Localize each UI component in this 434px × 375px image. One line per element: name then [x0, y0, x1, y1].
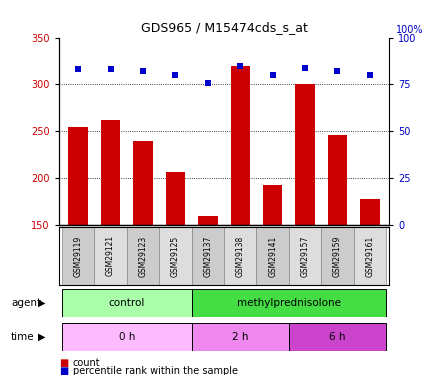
Bar: [321, 227, 353, 285]
Bar: [327, 135, 346, 225]
Title: GDS965 / M15474cds_s_at: GDS965 / M15474cds_s_at: [140, 21, 307, 33]
Text: ▶: ▶: [38, 332, 46, 342]
Bar: [133, 141, 152, 225]
Text: count: count: [72, 358, 100, 368]
Point: [269, 72, 276, 78]
Bar: [353, 227, 385, 285]
Text: GSM29159: GSM29159: [332, 235, 341, 277]
Text: time: time: [11, 332, 34, 342]
Bar: [256, 227, 288, 285]
Bar: [359, 199, 379, 225]
Text: ■: ■: [59, 358, 68, 368]
Point: [365, 72, 372, 78]
Bar: [224, 227, 256, 285]
Text: 2 h: 2 h: [231, 332, 248, 342]
Text: agent: agent: [11, 298, 41, 308]
Bar: [288, 322, 385, 351]
Point: [236, 63, 243, 69]
Bar: [68, 127, 88, 225]
Bar: [62, 322, 191, 351]
Text: GSM29121: GSM29121: [106, 236, 115, 276]
Text: ■: ■: [59, 366, 68, 375]
Bar: [62, 289, 191, 317]
Bar: [197, 216, 217, 225]
Text: ▶: ▶: [38, 298, 46, 308]
Text: GSM29119: GSM29119: [73, 236, 82, 277]
Point: [139, 68, 146, 74]
Text: control: control: [108, 298, 145, 308]
Point: [204, 80, 211, 86]
Text: GSM29137: GSM29137: [203, 235, 212, 277]
Bar: [191, 322, 288, 351]
Bar: [126, 227, 159, 285]
Text: 100%: 100%: [395, 25, 423, 35]
Bar: [288, 227, 321, 285]
Bar: [165, 172, 185, 225]
Text: 0 h: 0 h: [118, 332, 135, 342]
Bar: [191, 227, 224, 285]
Text: 6 h: 6 h: [329, 332, 345, 342]
Text: methylprednisolone: methylprednisolone: [236, 298, 340, 308]
Bar: [62, 227, 94, 285]
Bar: [191, 289, 385, 317]
Point: [107, 66, 114, 72]
Point: [75, 66, 82, 72]
Text: percentile rank within the sample: percentile rank within the sample: [72, 366, 237, 375]
Text: GSM29138: GSM29138: [235, 236, 244, 277]
Bar: [295, 84, 314, 225]
Point: [301, 64, 308, 70]
Text: GSM29125: GSM29125: [171, 236, 180, 277]
Bar: [262, 184, 282, 225]
Text: GSM29161: GSM29161: [365, 236, 374, 277]
Bar: [101, 120, 120, 225]
Bar: [230, 66, 250, 225]
Point: [171, 72, 178, 78]
Bar: [159, 227, 191, 285]
Bar: [94, 227, 126, 285]
Point: [333, 68, 340, 74]
Text: GSM29141: GSM29141: [267, 236, 276, 277]
Text: GSM29123: GSM29123: [138, 236, 147, 277]
Text: GSM29157: GSM29157: [300, 235, 309, 277]
